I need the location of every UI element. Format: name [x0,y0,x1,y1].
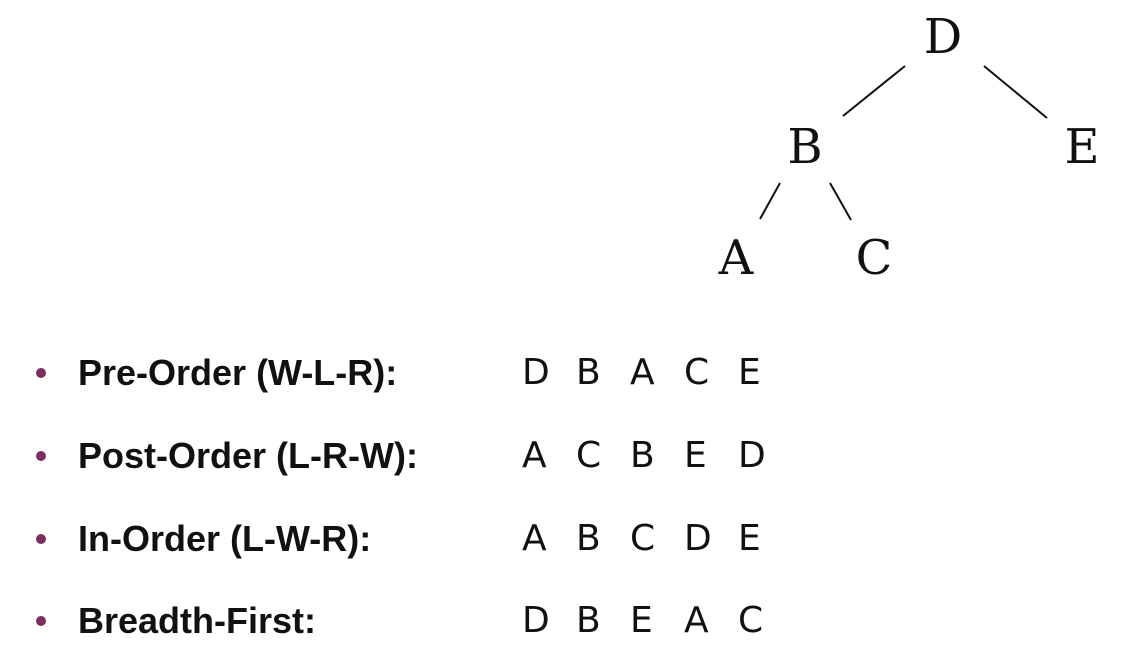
tree-node-a: A [718,230,754,286]
sequence-item: C [576,435,602,476]
bullet-icon [36,534,46,544]
edge-d-e [983,65,1048,119]
sequence-item: D [522,600,550,641]
sequence-item: E [684,435,707,476]
sequence-item: D [738,435,766,476]
sequence-item: C [684,352,710,393]
sequence-item: D [522,352,550,393]
traversal-label: Pre-Order (W-L-R): [78,352,398,393]
edge-b-c [829,182,852,221]
edge-d-b [842,65,906,117]
tree-node-c: C [855,230,893,286]
sequence-item: A [630,352,655,393]
sequence-item: B [630,435,655,476]
tree-edges [759,65,1048,221]
sequence-item: A [684,600,709,641]
traversal-label: Breadth-First: [78,600,317,641]
sequence-item: B [576,600,601,641]
sequence-item: D [684,518,712,559]
bullet-icon [36,451,46,461]
sequence-item: E [738,518,761,559]
sequence-item: A [522,518,547,559]
bullet-icon [36,368,46,378]
bullet-icon [36,616,46,626]
sequence-item: E [630,600,653,641]
sequence-item: B [576,518,601,559]
tree-node-e: E [1064,119,1100,175]
traversal-label: Post-Order (L-R-W): [78,435,418,476]
traversal-label: In-Order (L-W-R): [78,518,372,559]
sequence-item: C [630,518,656,559]
sequence-item: A [522,435,547,476]
sequence-item: C [738,600,764,641]
tree-node-b: B [787,119,823,175]
edge-b-a [759,182,781,220]
binary-tree-diagram: D B E A C [0,0,1122,320]
sequence-item: B [576,352,601,393]
sequence-item: E [738,352,761,393]
tree-node-d: D [923,9,963,65]
